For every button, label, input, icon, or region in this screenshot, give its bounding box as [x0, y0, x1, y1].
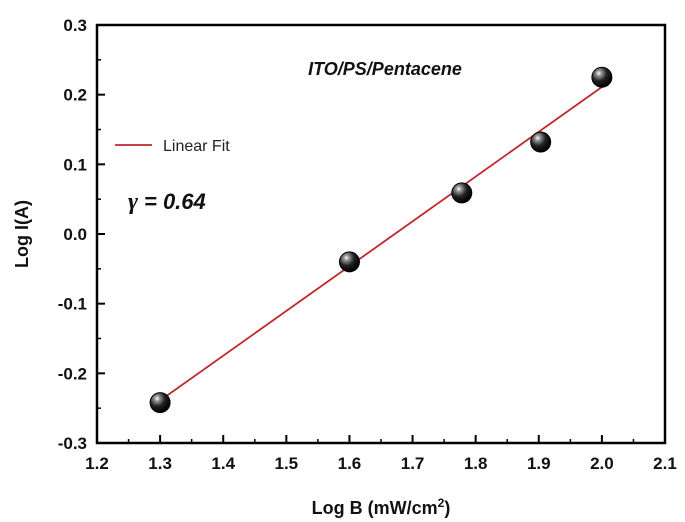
y-tick-label: 0.3 [63, 16, 87, 35]
plot-frame [95, 23, 667, 445]
gamma-value: = 0.64 [144, 189, 206, 214]
y-tick-label: 0.1 [63, 155, 87, 174]
data-point [149, 392, 171, 414]
linear-fit-line [159, 86, 603, 402]
x-axis-title: Log B (mW/cm2) [312, 496, 451, 518]
x-axis-ticks: 1.2 1.3 1.4 1.5 1.6 1.7 1.8 1.9 2.0 2.1 [85, 435, 677, 473]
data-points [149, 66, 613, 414]
y-tick-label: 0.0 [63, 225, 87, 244]
x-tick-label: 1.9 [527, 454, 551, 473]
data-point [530, 131, 552, 153]
y-tick-label: -0.2 [58, 364, 87, 383]
x-tick-label: 1.8 [464, 454, 488, 473]
y-tick-label: -0.3 [58, 434, 87, 453]
data-point [338, 251, 360, 273]
y-tick-label: -0.1 [58, 295, 87, 314]
chart-annotation: ITO/PS/Pentacene [308, 59, 462, 79]
x-tick-label: 1.7 [401, 454, 425, 473]
x-tick-label: 1.3 [148, 454, 172, 473]
y-axis-title: Log I(A) [12, 200, 32, 268]
y-tick-label: 0.2 [63, 86, 87, 105]
x-tick-label: 1.4 [211, 454, 235, 473]
x-tick-label: 1.2 [85, 454, 109, 473]
y-axis-ticks: -0.3 -0.2 -0.1 0.0 0.1 0.2 0.3 [58, 16, 105, 453]
x-tick-label: 1.5 [275, 454, 299, 473]
gamma-label: γ = 0.64 [128, 189, 206, 215]
legend-label: Linear Fit [163, 138, 230, 155]
x-tick-label: 2.0 [590, 454, 614, 473]
gamma-symbol: γ [128, 189, 138, 215]
x-tick-label: 1.6 [338, 454, 362, 473]
data-point [591, 66, 613, 88]
data-point [451, 182, 473, 204]
x-tick-label: 2.1 [653, 454, 677, 473]
